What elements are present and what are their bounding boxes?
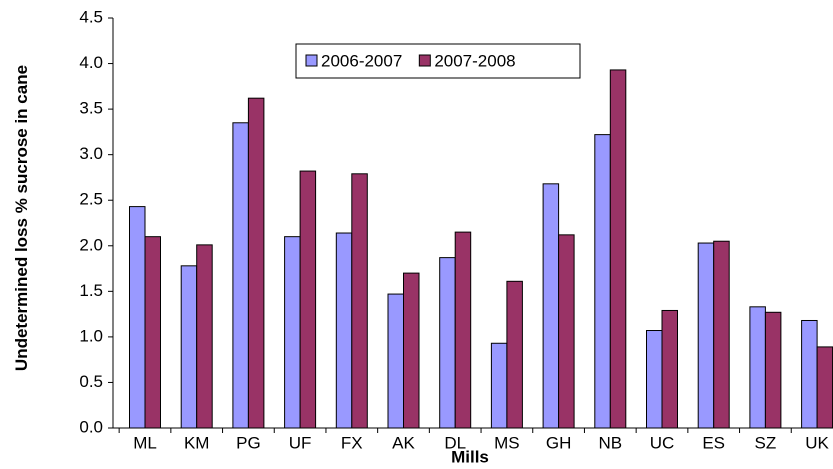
x-tick-label: UK <box>805 433 829 452</box>
y-tick-label: 3.5 <box>79 99 103 118</box>
x-tick-label: UF <box>289 433 312 452</box>
legend-label: 2006-2007 <box>321 51 402 70</box>
y-tick-label: 4.0 <box>79 53 103 72</box>
bar <box>387 293 404 429</box>
bar <box>594 134 611 429</box>
x-axis-label: Mills <box>451 447 489 466</box>
x-tick-label: ES <box>702 433 725 452</box>
y-tick-label: 0.5 <box>79 372 103 391</box>
bar <box>144 236 161 429</box>
bar <box>351 173 368 429</box>
bar <box>542 183 560 429</box>
y-tick-label: 4.5 <box>79 7 103 26</box>
x-tick-label: ML <box>133 433 157 452</box>
bar <box>749 306 766 429</box>
bar <box>661 309 678 429</box>
x-tick-label: UC <box>650 433 675 452</box>
x-tick-label: MS <box>494 433 520 452</box>
y-tick-label: 0.0 <box>79 417 103 436</box>
y-tick-label: 2.5 <box>79 190 103 209</box>
bar <box>232 122 249 429</box>
x-tick-label: SZ <box>755 433 777 452</box>
y-tick-label: 1.0 <box>79 326 103 345</box>
y-tick-label: 1.5 <box>79 281 103 300</box>
bar <box>247 97 265 429</box>
bar <box>697 242 715 429</box>
bar <box>816 346 833 429</box>
x-tick-label: PG <box>236 433 261 452</box>
x-tick-label: FX <box>341 433 363 452</box>
x-tick-label: NB <box>598 433 622 452</box>
bar <box>180 265 198 429</box>
bar <box>609 69 627 429</box>
bar <box>490 342 508 429</box>
x-tick-label: GH <box>546 433 572 452</box>
bar <box>439 257 456 429</box>
bar <box>801 319 818 429</box>
x-tick-label: DL <box>444 433 466 452</box>
bar <box>454 231 472 429</box>
bar <box>299 170 317 429</box>
bar <box>284 236 301 429</box>
y-axis-label: Undetermined loss % sucrose in cane <box>12 64 31 372</box>
y-tick-label: 3.0 <box>79 144 103 163</box>
bar <box>335 232 353 429</box>
bar <box>506 280 523 429</box>
bar <box>129 206 146 429</box>
bar <box>646 330 663 429</box>
bar <box>196 244 213 429</box>
legend-swatch <box>418 54 431 67</box>
bar <box>558 234 575 429</box>
y-tick-label: 2.0 <box>79 235 103 254</box>
legend-swatch <box>305 54 318 67</box>
x-tick-label: AK <box>392 433 415 452</box>
legend-box <box>295 43 581 79</box>
legend-label: 2007-2008 <box>434 51 515 70</box>
x-tick-label: KM <box>184 433 210 452</box>
bar <box>403 272 420 429</box>
bar <box>713 240 730 429</box>
bar <box>764 311 782 429</box>
